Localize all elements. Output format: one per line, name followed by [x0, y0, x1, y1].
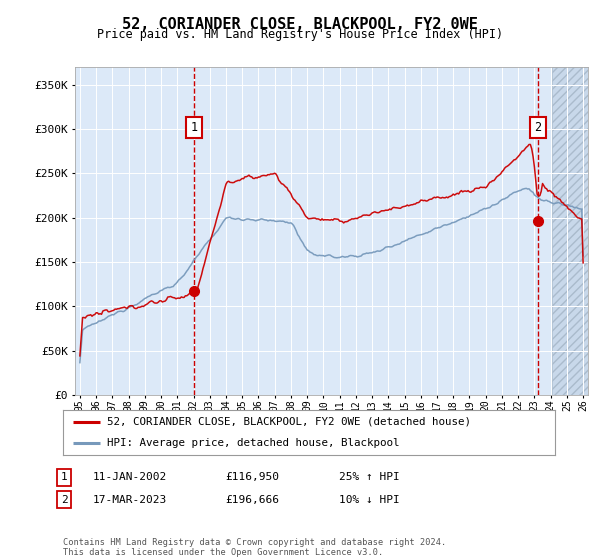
Text: 52, CORIANDER CLOSE, BLACKPOOL, FY2 0WE: 52, CORIANDER CLOSE, BLACKPOOL, FY2 0WE — [122, 17, 478, 32]
Text: 1: 1 — [190, 121, 197, 134]
Text: HPI: Average price, detached house, Blackpool: HPI: Average price, detached house, Blac… — [107, 438, 400, 448]
Text: Contains HM Land Registry data © Crown copyright and database right 2024.
This d: Contains HM Land Registry data © Crown c… — [63, 538, 446, 557]
Text: 10% ↓ HPI: 10% ↓ HPI — [339, 494, 400, 505]
Text: 25% ↑ HPI: 25% ↑ HPI — [339, 472, 400, 482]
Text: £116,950: £116,950 — [225, 472, 279, 482]
Text: Price paid vs. HM Land Registry's House Price Index (HPI): Price paid vs. HM Land Registry's House … — [97, 28, 503, 41]
Text: 1: 1 — [61, 472, 68, 482]
Text: 2: 2 — [534, 121, 541, 134]
Text: 2: 2 — [61, 494, 68, 505]
Bar — [552, 67, 588, 395]
Text: £196,666: £196,666 — [225, 494, 279, 505]
Text: 11-JAN-2002: 11-JAN-2002 — [93, 472, 167, 482]
Text: 52, CORIANDER CLOSE, BLACKPOOL, FY2 0WE (detached house): 52, CORIANDER CLOSE, BLACKPOOL, FY2 0WE … — [107, 417, 471, 427]
Text: 17-MAR-2023: 17-MAR-2023 — [93, 494, 167, 505]
